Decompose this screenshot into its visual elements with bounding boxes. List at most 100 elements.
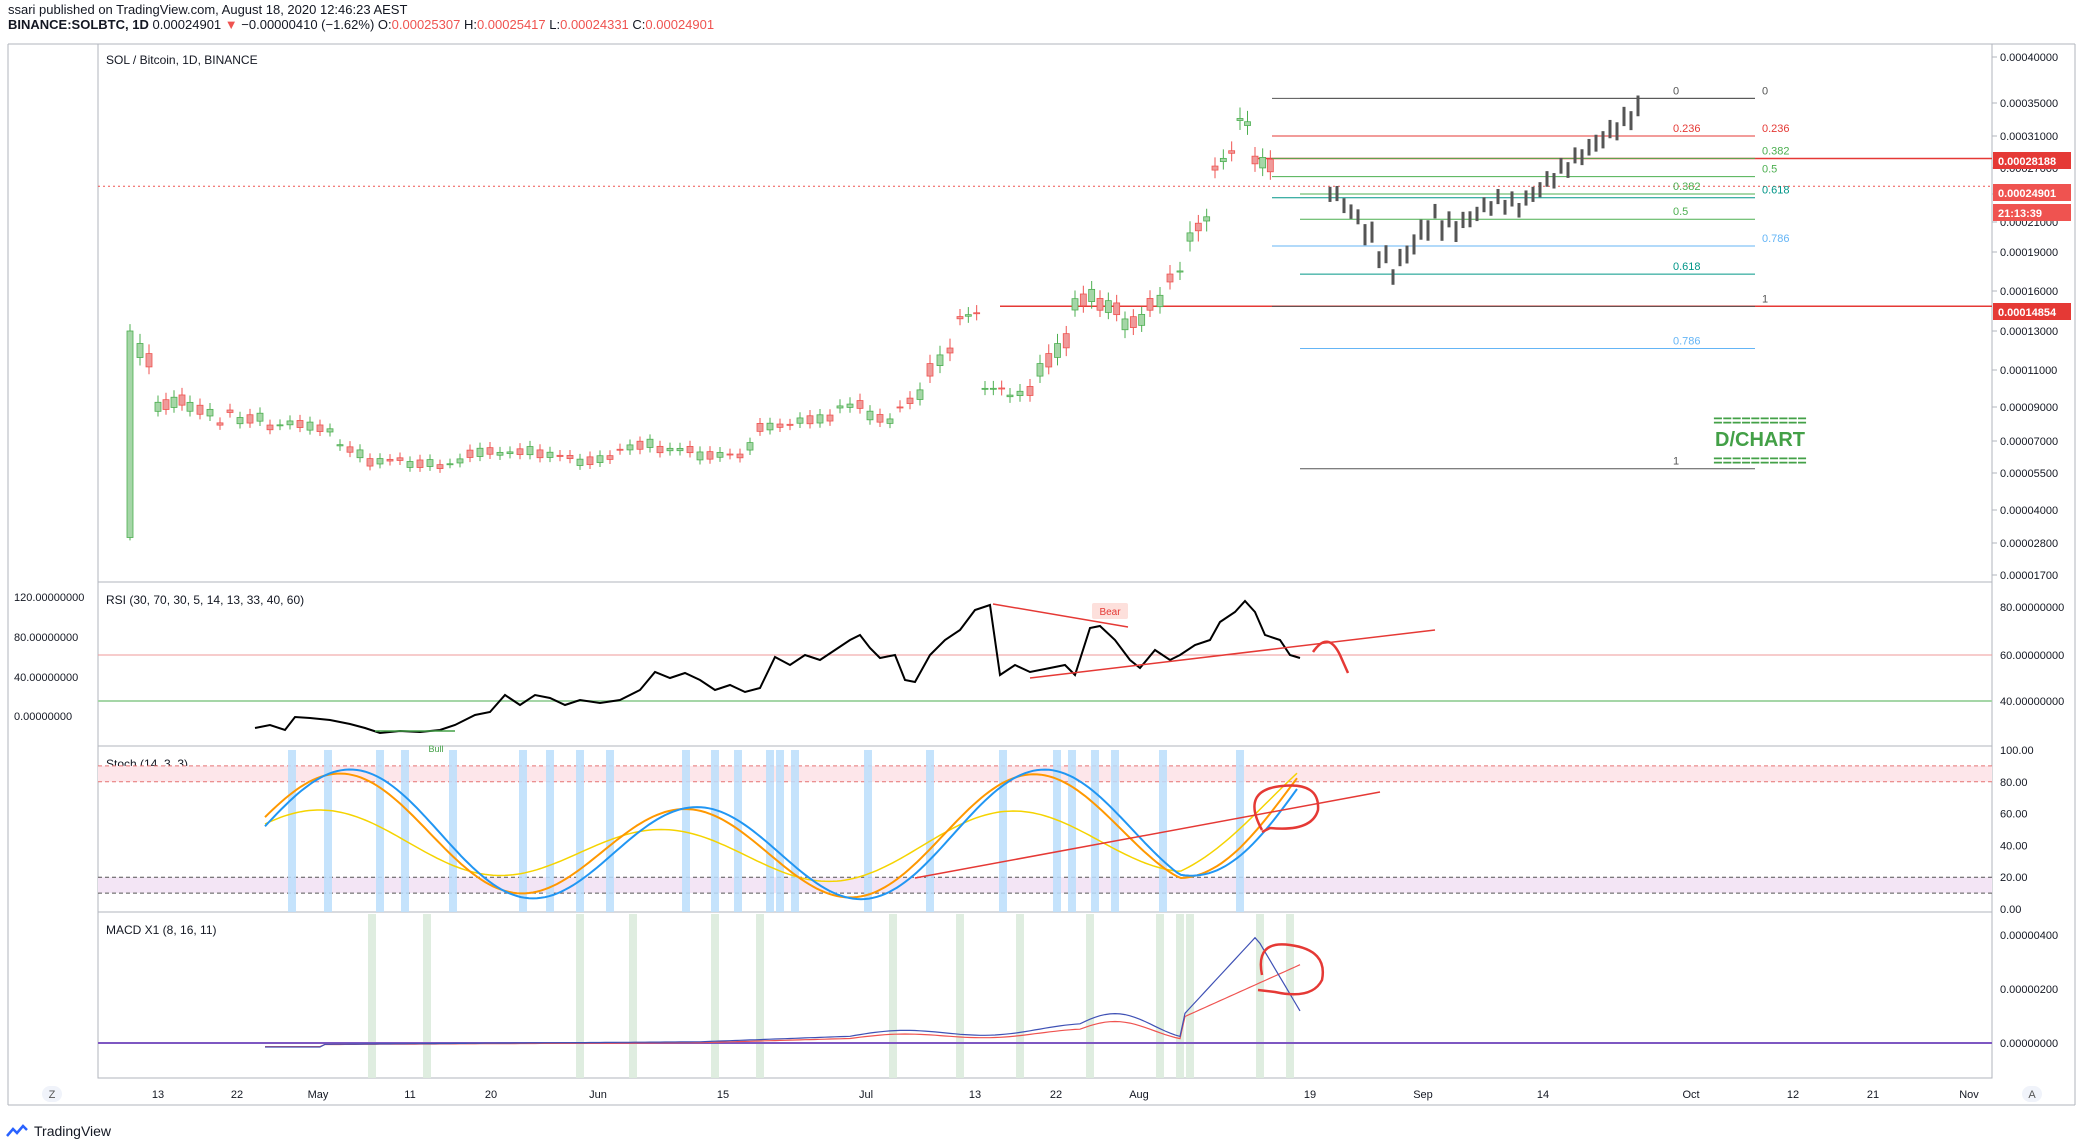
rsi-right-tick-label: 60.00000000 bbox=[2000, 650, 2064, 662]
brand-name: TradingView bbox=[34, 1123, 112, 1139]
close-value: 0.00024901 bbox=[645, 17, 715, 32]
candle-body bbox=[1203, 216, 1211, 222]
candle-body bbox=[1113, 302, 1121, 316]
candle-body bbox=[216, 422, 224, 426]
stoch-highlight-column bbox=[1236, 750, 1244, 912]
candle-body bbox=[136, 343, 144, 358]
candle-body bbox=[856, 400, 864, 409]
bear-label-box bbox=[1092, 603, 1128, 619]
auto-scale-button[interactable] bbox=[2022, 1086, 2042, 1102]
high-label: H: bbox=[463, 17, 477, 32]
candle-body bbox=[1186, 232, 1194, 242]
candle-body bbox=[736, 453, 744, 459]
price-series-layer: 0 0.236 0.382 0.5 0.618 0.786 1 0 0.236 0.382 0.5 0… bbox=[98, 85, 1992, 541]
macd-highlight-column bbox=[1016, 914, 1024, 1078]
candle-body bbox=[1121, 318, 1129, 331]
candle-body bbox=[1036, 363, 1044, 377]
candle-body bbox=[806, 415, 814, 425]
candle-body bbox=[706, 451, 714, 460]
candle-body bbox=[126, 330, 134, 538]
change-arrow-icon: ▼ bbox=[224, 17, 238, 32]
candle-body bbox=[956, 316, 964, 320]
dchart-rule-bottom: ========== bbox=[1713, 453, 1806, 470]
time-axis-tick-label: Aug bbox=[1129, 1089, 1149, 1101]
stoch-highlight-column bbox=[1159, 750, 1167, 912]
candle-body bbox=[606, 455, 614, 460]
rsi-pane[interactable] bbox=[97, 581, 1993, 747]
candle-body bbox=[426, 459, 434, 467]
fib-left-level-label: 0.382 bbox=[1673, 181, 1701, 193]
candle-body bbox=[306, 421, 314, 431]
candle-body bbox=[946, 347, 954, 354]
price-pane-title: SOL / Bitcoin, 1D, BINANCE bbox=[106, 53, 258, 67]
price-badge-label: 0.00014854 bbox=[1998, 307, 2057, 319]
candle-body bbox=[170, 396, 178, 408]
timezone-button[interactable] bbox=[42, 1086, 62, 1102]
candle-body bbox=[556, 454, 564, 457]
stoch-highlight-column bbox=[576, 750, 584, 912]
candle-body bbox=[776, 423, 784, 428]
candle-body bbox=[626, 444, 634, 451]
stoch-highlight-column bbox=[1053, 750, 1061, 912]
price-axis-tick-label: 0.00007000 bbox=[2000, 436, 2058, 448]
axes-layer: 0.000400000.000350000.000310000.00027000… bbox=[14, 52, 2071, 1101]
stoch-highlight-column bbox=[999, 750, 1007, 912]
stoch-highlight-column bbox=[546, 750, 554, 912]
price-axis-tick-label: 0.00035000 bbox=[2000, 98, 2058, 110]
candle-body bbox=[316, 424, 324, 432]
stoch-tick-label: 60.00 bbox=[2000, 809, 2028, 821]
price-pane[interactable] bbox=[97, 43, 1993, 583]
candle-body bbox=[1079, 293, 1087, 307]
stoch-hand-drawn-circle bbox=[1253, 784, 1320, 834]
candle-body bbox=[666, 447, 674, 452]
symbol-name[interactable]: BINANCE:SOLBTC, 1D bbox=[8, 17, 149, 32]
last-price: 0.00024901 bbox=[152, 17, 222, 32]
dchart-label: D/CHART bbox=[1715, 429, 1805, 451]
bear-label: Bear bbox=[1099, 607, 1121, 618]
price-axis-tick-label: 0.00002800 bbox=[2000, 538, 2058, 550]
candle-body bbox=[1129, 316, 1137, 328]
rsi-trendline bbox=[1029, 629, 1436, 679]
candle-body bbox=[1016, 390, 1024, 396]
rsi-left-tick-label: 0.00000000 bbox=[14, 711, 72, 723]
stoch-k-line bbox=[264, 768, 1298, 901]
stoch-highlight-column bbox=[766, 750, 774, 912]
candle-body bbox=[516, 448, 524, 455]
candle-body bbox=[726, 453, 734, 456]
price-badge bbox=[1993, 152, 2071, 169]
macd-tick-label: 0.00000400 bbox=[2000, 930, 2058, 942]
macd-signal-line bbox=[265, 964, 1301, 1048]
candle-body bbox=[916, 389, 924, 400]
price-badge bbox=[1993, 204, 2071, 221]
candle-body bbox=[1146, 298, 1154, 311]
macd-pane-title: MACD X1 (8, 16, 11) bbox=[106, 923, 216, 937]
time-axis-tick-label: Sep bbox=[1413, 1089, 1433, 1101]
candle-body bbox=[906, 397, 914, 404]
candle-body bbox=[846, 403, 854, 408]
candle-body bbox=[376, 458, 384, 465]
macd-highlight-column bbox=[1186, 914, 1194, 1078]
timezone-label: Z bbox=[49, 1089, 56, 1101]
candle-body bbox=[145, 353, 153, 368]
macd-highlight-column bbox=[368, 914, 376, 1078]
tradingview-brand[interactable]: TradingView bbox=[6, 1123, 111, 1139]
auto-scale-label: A bbox=[2028, 1089, 2036, 1101]
price-axis-tick-label: 0.00009000 bbox=[2000, 402, 2058, 414]
stoch-highlight-column bbox=[1111, 750, 1119, 912]
candle-body bbox=[386, 458, 394, 462]
macd-highlight-column bbox=[956, 914, 964, 1078]
fib-right-level-label: 0.786 bbox=[1762, 233, 1790, 245]
time-axis-tick-label: 12 bbox=[1787, 1089, 1799, 1101]
candle-body bbox=[296, 420, 304, 428]
rsi-left-tick-label: 120.00000000 bbox=[14, 592, 84, 604]
stoch-highlight-column bbox=[864, 750, 872, 912]
price-axis-tick-label: 0.00013000 bbox=[2000, 326, 2058, 338]
price-axis-tick-label: 0.00019000 bbox=[2000, 247, 2058, 259]
price-axis-tick-label: 0.00016000 bbox=[2000, 286, 2058, 298]
macd-pane[interactable] bbox=[97, 911, 1993, 1079]
price-badge-label: 0.00024901 bbox=[1998, 188, 2056, 200]
macd-tick-label: 0.00000000 bbox=[2000, 1038, 2058, 1050]
price-axis-tick-label: 0.00001700 bbox=[2000, 570, 2058, 582]
candle-body bbox=[162, 399, 170, 410]
